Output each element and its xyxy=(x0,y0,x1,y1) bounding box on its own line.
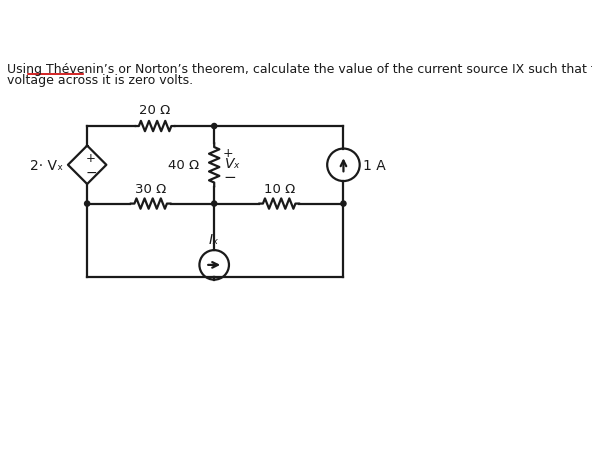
Text: +: + xyxy=(223,147,234,160)
Text: 1 A: 1 A xyxy=(363,158,386,172)
Text: 2· Vₓ: 2· Vₓ xyxy=(30,158,63,172)
Text: +: + xyxy=(86,152,96,165)
Text: voltage across it is zero volts.: voltage across it is zero volts. xyxy=(7,74,194,87)
Text: −: − xyxy=(223,170,236,185)
Circle shape xyxy=(211,124,217,129)
Text: 40 Ω: 40 Ω xyxy=(168,159,199,172)
Text: Using Thévenin’s or Norton’s theorem, calculate the value of the current source : Using Thévenin’s or Norton’s theorem, ca… xyxy=(7,63,592,76)
Text: 30 Ω: 30 Ω xyxy=(135,182,166,195)
Text: Vₓ: Vₓ xyxy=(224,157,240,171)
Text: −: − xyxy=(85,166,96,180)
Circle shape xyxy=(85,202,90,207)
Text: 10 Ω: 10 Ω xyxy=(263,182,295,195)
Circle shape xyxy=(211,202,217,207)
Circle shape xyxy=(341,202,346,207)
Text: 20 Ω: 20 Ω xyxy=(140,103,170,116)
Text: Iₓ: Iₓ xyxy=(209,232,219,246)
